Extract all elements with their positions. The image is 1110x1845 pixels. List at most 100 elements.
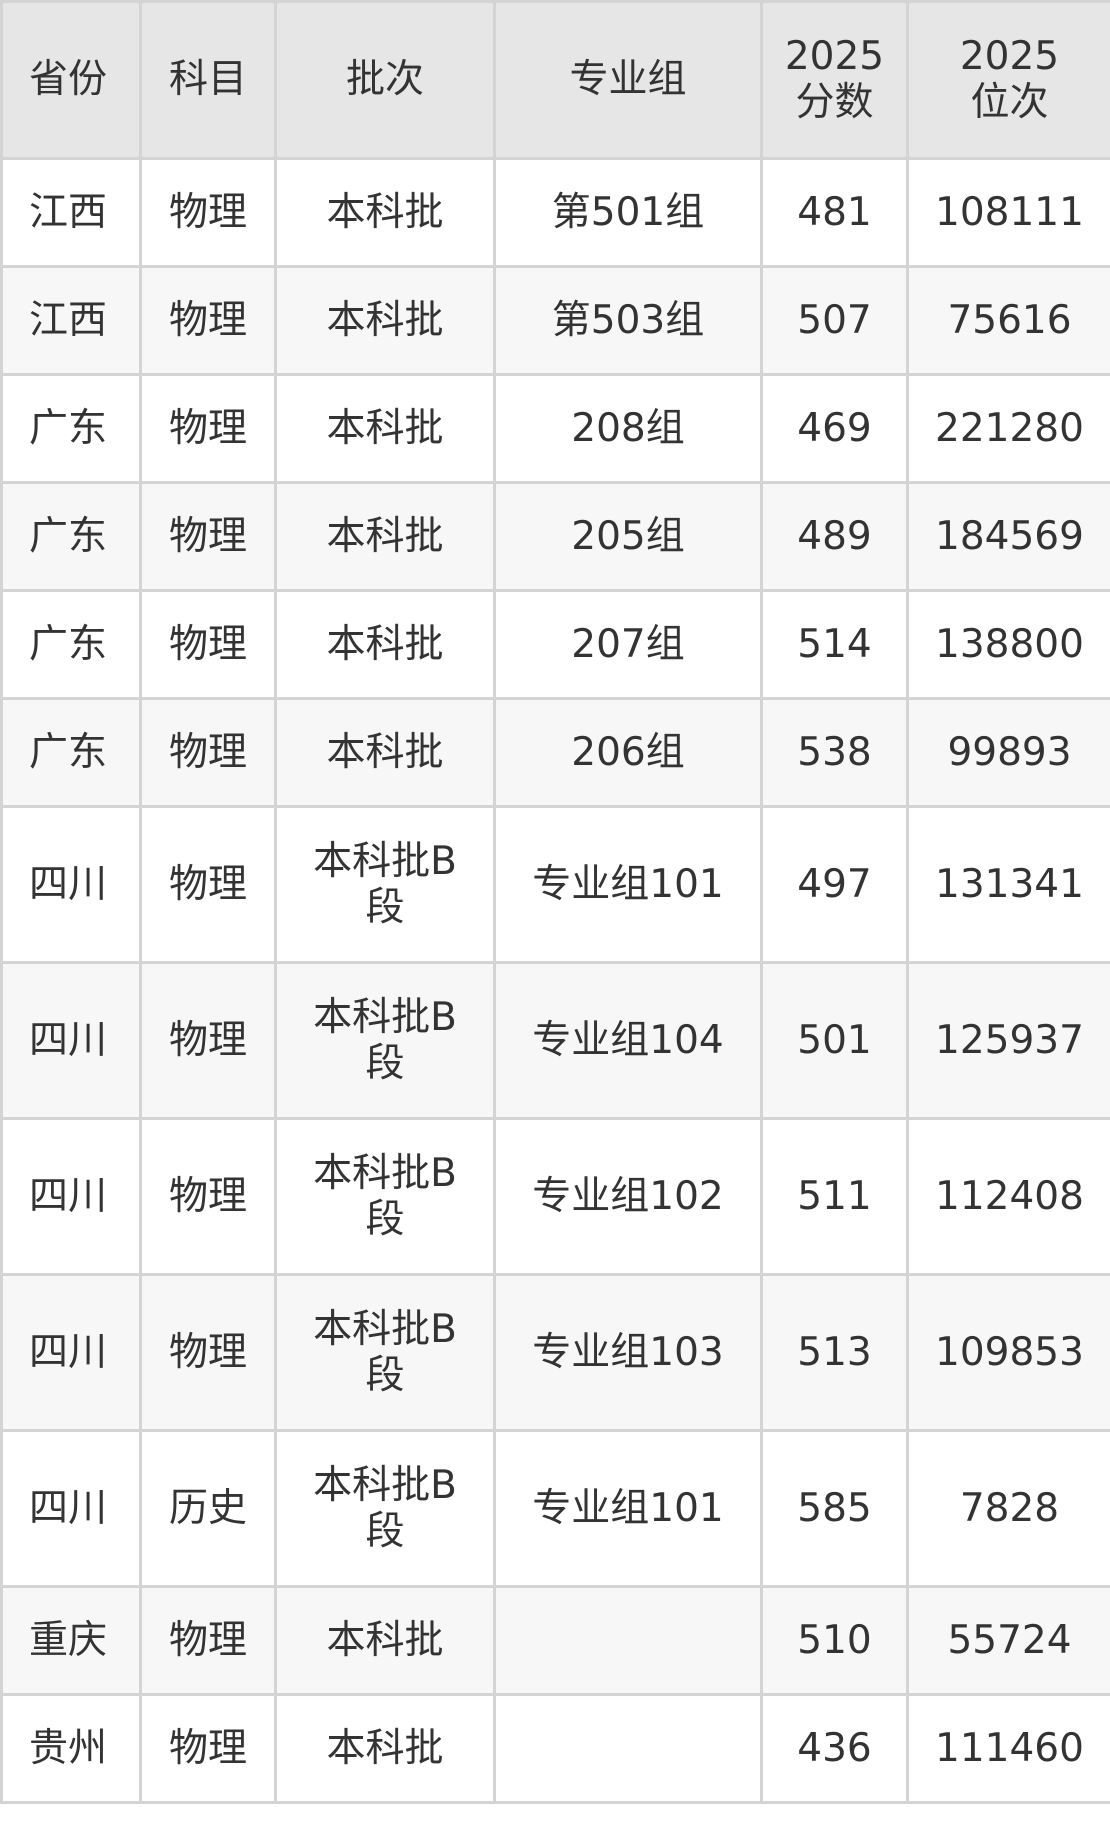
cell-province: 四川 [0,805,142,964]
header-subject: 科目 [139,0,277,160]
cell-subject: 物理 [139,697,277,808]
cell-score: 436 [760,1693,909,1804]
table-row: 广东 物理 本科批 207组 514 138800 [0,589,1110,700]
cell-score: 510 [760,1585,909,1696]
cell-subject: 物理 [139,481,277,592]
cell-batch: 本科批 [274,1585,496,1696]
header-text: 2025 [959,34,1060,79]
cell-group: 206组 [493,697,763,808]
cell-group: 第503组 [493,265,763,376]
header-province: 省份 [0,0,142,160]
cell-province: 江西 [0,157,142,268]
cell-province: 重庆 [0,1585,142,1696]
cell-rank: 125937 [906,961,1110,1120]
cell-score: 507 [760,265,909,376]
cell-subject: 物理 [139,961,277,1120]
header-text: 科目 [168,57,247,102]
cell-batch: 本科批B段 [274,1429,496,1588]
cell-province: 广东 [0,373,142,484]
cell-batch: 本科批B段 [274,1117,496,1276]
cell-subject: 物理 [139,1273,277,1432]
cell-rank: 138800 [906,589,1110,700]
cell-rank: 7828 [906,1429,1110,1588]
table-row: 四川 物理 本科批B段 专业组101 497 131341 [0,805,1110,964]
cell-rank: 112408 [906,1117,1110,1276]
table-row: 江西 物理 本科批 第503组 507 75616 [0,265,1110,376]
table-row: 广东 物理 本科批 206组 538 99893 [0,697,1110,808]
cell-score: 497 [760,805,909,964]
table-row: 四川 历史 本科批B段 专业组101 585 7828 [0,1429,1110,1588]
cell-batch: 本科批 [274,265,496,376]
cell-group [493,1693,763,1804]
cell-group: 专业组104 [493,961,763,1120]
cell-province: 贵州 [0,1693,142,1804]
header-text: 专业组 [569,57,687,102]
cell-group: 207组 [493,589,763,700]
table-row: 江西 物理 本科批 第501组 481 108111 [0,157,1110,268]
cell-rank: 184569 [906,481,1110,592]
table-row: 四川 物理 本科批B段 专业组102 511 112408 [0,1117,1110,1276]
cell-batch: 本科批 [274,481,496,592]
header-text: 省份 [29,57,108,102]
cell-subject: 物理 [139,589,277,700]
cell-group: 专业组101 [493,805,763,964]
cell-rank: 109853 [906,1273,1110,1432]
header-text: 分数 [795,80,874,125]
cell-score: 481 [760,157,909,268]
cell-subject: 物理 [139,265,277,376]
cell-score: 501 [760,961,909,1120]
table-row: 四川 物理 本科批B段 专业组103 513 109853 [0,1273,1110,1432]
cell-batch: 本科批 [274,373,496,484]
cell-group [493,1585,763,1696]
header-group: 专业组 [493,0,763,160]
cell-group: 第501组 [493,157,763,268]
cell-group: 专业组101 [493,1429,763,1588]
cell-group: 208组 [493,373,763,484]
cell-subject: 物理 [139,1585,277,1696]
header-score: 2025 分数 [760,0,909,160]
cell-score: 538 [760,697,909,808]
header-row: 省份 科目 批次 专业组 2025 分数 2025 位次 [0,0,1110,160]
cell-group: 205组 [493,481,763,592]
cell-province: 广东 [0,481,142,592]
cell-province: 广东 [0,589,142,700]
cell-batch: 本科批B段 [274,805,496,964]
cell-score: 513 [760,1273,909,1432]
cell-rank: 99893 [906,697,1110,808]
cell-rank: 75616 [906,265,1110,376]
cell-group: 专业组103 [493,1273,763,1432]
header-text: 批次 [345,57,424,102]
table-row: 重庆 物理 本科批 510 55724 [0,1585,1110,1696]
table-row: 贵州 物理 本科批 436 111460 [0,1693,1110,1804]
cell-subject: 物理 [139,805,277,964]
cell-batch: 本科批B段 [274,961,496,1120]
header-text: 位次 [970,80,1049,125]
cell-subject: 历史 [139,1429,277,1588]
cell-score: 514 [760,589,909,700]
cell-subject: 物理 [139,1117,277,1276]
cell-score: 489 [760,481,909,592]
cell-rank: 111460 [906,1693,1110,1804]
cell-batch: 本科批 [274,157,496,268]
table-row: 广东 物理 本科批 205组 489 184569 [0,481,1110,592]
table-row: 四川 物理 本科批B段 专业组104 501 125937 [0,961,1110,1120]
header-batch: 批次 [274,0,496,160]
cell-subject: 物理 [139,373,277,484]
cell-province: 四川 [0,1429,142,1588]
cell-batch: 本科批 [274,697,496,808]
header-rank: 2025 位次 [906,0,1110,160]
cell-province: 四川 [0,1273,142,1432]
cell-batch: 本科批 [274,589,496,700]
cell-subject: 物理 [139,157,277,268]
cell-batch: 本科批B段 [274,1273,496,1432]
cell-subject: 物理 [139,1693,277,1804]
cell-rank: 108111 [906,157,1110,268]
cell-batch: 本科批 [274,1693,496,1804]
cell-rank: 55724 [906,1585,1110,1696]
cell-rank: 221280 [906,373,1110,484]
table-row: 广东 物理 本科批 208组 469 221280 [0,373,1110,484]
cell-group: 专业组102 [493,1117,763,1276]
header-text: 2025 [784,34,885,79]
cell-score: 585 [760,1429,909,1588]
cell-province: 广东 [0,697,142,808]
